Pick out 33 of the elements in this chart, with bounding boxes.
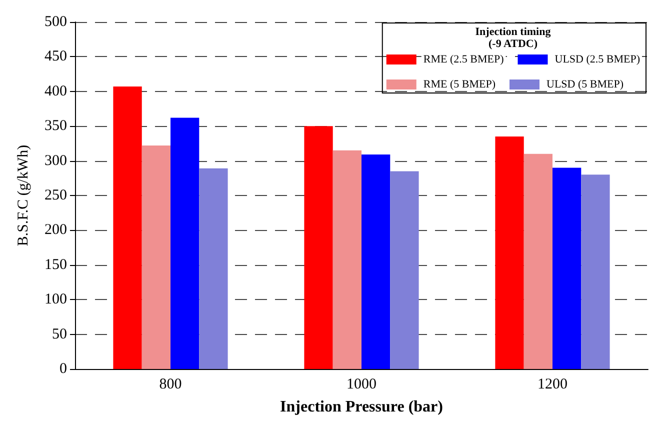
x-tick-label: 1000 [346, 376, 376, 392]
y-tick-label: 300 [44, 152, 67, 169]
x-axis-title: Injection Pressure (bar) [280, 398, 443, 416]
bar [113, 86, 142, 369]
y-tick-label: 200 [44, 222, 67, 238]
legend-label: ULSD (2.5 BMEP) [554, 54, 640, 66]
y-tick-label: 50 [52, 326, 67, 342]
bar [390, 171, 419, 369]
bar [199, 168, 228, 369]
legend-label: RME (2.5 BMEP) [423, 54, 504, 66]
y-axis-title: B.S.F.C (g/kWh) [16, 144, 32, 246]
bar [142, 146, 170, 369]
legend-label: RME (5 BMEP) [423, 78, 496, 90]
legend-title: Injection timing (-9 ATDC) [475, 26, 552, 50]
y-tick-label: 100 [44, 292, 67, 308]
bar [524, 154, 552, 369]
x-tick-label: 800 [159, 376, 182, 392]
bar [552, 168, 582, 369]
legend-label: ULSD (5 BMEP) [546, 78, 624, 90]
bar [332, 150, 362, 369]
bar [581, 174, 610, 369]
y-tick-label: 500 [44, 14, 67, 30]
bar [495, 136, 524, 369]
y-tick-label: 250 [44, 188, 67, 204]
bar [170, 118, 200, 369]
bar [362, 154, 390, 369]
y-tick-label: 0 [60, 361, 67, 377]
y-tick-label: 350 [44, 118, 67, 134]
x-tick-label: 1200 [538, 376, 568, 392]
y-tick-label: 450 [44, 48, 67, 65]
bar [304, 126, 333, 369]
y-tick-label: 400 [44, 83, 67, 100]
y-tick-label: 150 [44, 256, 67, 273]
